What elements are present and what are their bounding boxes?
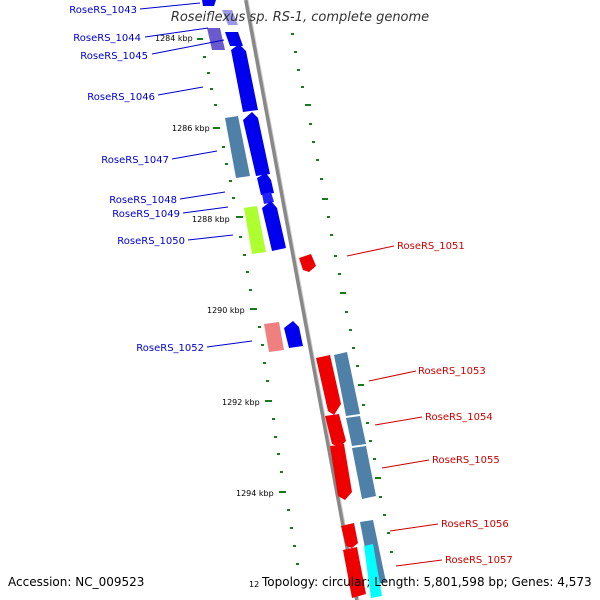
gene-RoseRS_1054[interactable] xyxy=(325,414,346,447)
genome-stats: Topology: circular; Length: 5,801,598 bp… xyxy=(262,575,592,589)
accession-label: Accession: NC_009523 xyxy=(8,575,145,589)
callout-lines xyxy=(139,2,443,567)
kbp-label: 1290 kbp xyxy=(207,306,245,315)
gene-RoseRS_1055-b[interactable] xyxy=(352,446,376,499)
gene-RoseRS_1057-b[interactable] xyxy=(364,544,382,598)
kbp-label: 1292 kbp xyxy=(222,398,260,407)
gene-RoseRS_1053[interactable] xyxy=(316,355,341,415)
gene-label[interactable]: RoseRS_1057 xyxy=(445,555,513,566)
gene-RoseRS_1049[interactable] xyxy=(262,201,286,251)
gene-label[interactable]: RoseRS_1046 xyxy=(87,92,155,103)
gene-RoseRS_1047[interactable] xyxy=(225,116,250,178)
gene-label[interactable]: RoseRS_1056 xyxy=(441,519,509,530)
gene-RoseRS_1051[interactable] xyxy=(299,254,316,272)
gene-label[interactable]: RoseRS_1048 xyxy=(109,195,177,206)
gene-RoseRS_1050[interactable] xyxy=(244,206,266,254)
gene-RoseRS_1046[interactable] xyxy=(231,44,258,112)
kbp-label: 1286 kbp xyxy=(172,124,210,133)
gene-RoseRS_1052[interactable] xyxy=(264,322,284,352)
gene-RoseRS_1048[interactable] xyxy=(257,173,274,195)
backbone-highlight xyxy=(247,0,360,600)
kbp-label: 1288 kbp xyxy=(192,215,230,224)
map-title: Roseiflexus sp. RS-1, complete genome xyxy=(170,10,430,25)
kbp-label: 1284 kbp xyxy=(155,34,193,43)
gene-label[interactable]: RoseRS_1047 xyxy=(101,155,169,166)
gene-label[interactable]: RoseRS_1051 xyxy=(397,241,465,252)
gene-RoseRS_1047-b[interactable] xyxy=(243,112,270,176)
gene-RoseRS_1054-b[interactable] xyxy=(346,416,366,446)
gene-RoseRS_1057[interactable] xyxy=(343,547,366,598)
gene-RoseRS_1053-b[interactable] xyxy=(334,352,360,416)
gene-label[interactable]: RoseRS_1052 xyxy=(136,343,204,354)
gene-label[interactable]: RoseRS_1055 xyxy=(432,455,500,466)
gene-RoseRS_1048-b[interactable] xyxy=(262,192,274,204)
reverse-genes xyxy=(299,254,386,598)
gene-labels: RoseRS_1043 RoseRS_1044 RoseRS_1045 Rose… xyxy=(69,5,512,566)
gene-RoseRS_1045[interactable] xyxy=(225,32,243,46)
gene-RoseRS_1044[interactable] xyxy=(207,28,225,50)
gene-RoseRS_1056[interactable] xyxy=(341,523,358,548)
gene-label[interactable]: RoseRS_1043 xyxy=(69,5,137,16)
kbp-label: 1294 kbp xyxy=(236,489,274,498)
inner-ticks xyxy=(197,38,299,565)
gene-RoseRS_1043[interactable] xyxy=(202,0,216,6)
gene-label[interactable]: RoseRS_1054 xyxy=(425,412,493,423)
gene-RoseRS_1052-b[interactable] xyxy=(284,321,303,348)
gene-label[interactable]: RoseRS_1053 xyxy=(418,366,486,377)
outer-ticks xyxy=(291,33,393,553)
gene-RoseRS_1055[interactable] xyxy=(330,444,352,500)
gene-RoseRS_1044-b[interactable] xyxy=(222,10,238,25)
forward-genes xyxy=(202,0,303,352)
partial-tick-label: 12 xyxy=(249,580,259,589)
backbone-line xyxy=(244,0,359,600)
gene-label[interactable]: RoseRS_1044 xyxy=(73,33,141,44)
gene-label[interactable]: RoseRS_1049 xyxy=(112,209,180,220)
gene-label[interactable]: RoseRS_1050 xyxy=(117,236,185,247)
gene-label[interactable]: RoseRS_1045 xyxy=(80,51,148,62)
